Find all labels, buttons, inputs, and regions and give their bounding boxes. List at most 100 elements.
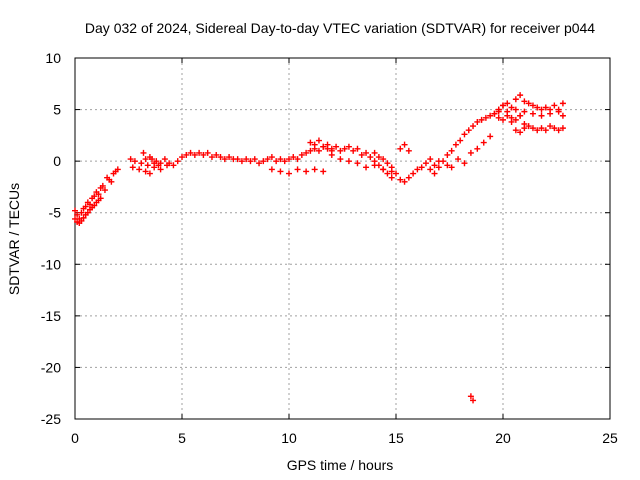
axis-tick-labels: 0 5 10 15 20 25 -25 -20 -15 -10 -5 0 5 10 <box>41 50 618 446</box>
data-point <box>226 154 233 161</box>
data-point <box>534 127 541 134</box>
data-point <box>142 156 149 163</box>
data-point <box>491 110 498 117</box>
data-point <box>474 145 481 152</box>
data-point <box>277 156 284 163</box>
data-point <box>555 108 562 115</box>
data-point <box>375 154 382 161</box>
data-point <box>179 154 185 161</box>
data-point <box>164 162 171 169</box>
y-axis-label: SDTVAR / TECUs <box>6 183 22 295</box>
data-point <box>461 131 468 138</box>
data-point <box>142 168 149 175</box>
data-point <box>170 162 177 169</box>
plot-frame <box>74 57 611 420</box>
data-point <box>448 147 455 154</box>
data-point <box>131 158 138 165</box>
data-point <box>512 96 519 103</box>
data-point <box>427 166 434 173</box>
data-point <box>286 170 292 177</box>
data-point <box>213 151 220 158</box>
data-point <box>367 154 374 161</box>
data-point <box>555 127 562 134</box>
data-point <box>140 149 147 156</box>
data-point <box>440 158 447 165</box>
x-axis-label: GPS time / hours <box>287 457 394 473</box>
data-point <box>465 127 472 134</box>
data-point <box>452 141 459 148</box>
data-point <box>384 170 391 177</box>
data-point <box>487 112 494 119</box>
data-point <box>542 127 549 134</box>
data-point <box>290 154 297 161</box>
data-point <box>328 151 335 158</box>
data-point <box>196 149 203 156</box>
data-point <box>521 125 528 132</box>
data-point <box>149 156 156 163</box>
data-point <box>268 154 275 161</box>
data-point <box>200 151 207 158</box>
data-point <box>508 114 515 121</box>
data-point <box>328 145 335 152</box>
data-point <box>401 178 408 185</box>
data-point <box>234 156 241 163</box>
data-point <box>307 139 314 146</box>
data-point <box>243 156 250 163</box>
data-point <box>384 160 391 167</box>
data-point <box>482 114 489 121</box>
data-point <box>538 125 545 132</box>
y-tick-label: 5 <box>53 102 61 118</box>
data-point <box>82 203 89 210</box>
data-point <box>435 164 442 171</box>
data-point <box>504 108 511 115</box>
data-point <box>311 141 318 148</box>
data-point <box>529 110 536 117</box>
data-point <box>393 170 399 177</box>
data-point <box>91 202 98 209</box>
data-point <box>512 116 519 123</box>
x-tick-label: 25 <box>602 430 618 446</box>
data-point <box>129 164 136 171</box>
data-point <box>461 160 468 167</box>
x-tick-label: 10 <box>281 430 297 446</box>
data-point <box>345 158 352 165</box>
data-point <box>517 129 524 136</box>
data-point <box>521 108 528 115</box>
data-point <box>350 147 357 154</box>
data-point <box>307 147 314 154</box>
data-point <box>138 160 145 167</box>
data-point <box>495 114 502 121</box>
data-point <box>157 160 164 167</box>
data-point <box>418 164 425 171</box>
data-point <box>208 154 215 161</box>
data-point <box>303 149 310 156</box>
data-point <box>324 141 331 148</box>
x-tick-label: 5 <box>178 430 186 446</box>
data-point <box>153 158 160 165</box>
data-point <box>504 100 511 107</box>
data-point <box>410 170 417 177</box>
data-point <box>268 166 275 173</box>
data-point <box>444 162 451 169</box>
y-tick-label: -15 <box>41 308 61 324</box>
data-point <box>414 166 421 173</box>
data-point <box>264 156 271 163</box>
data-point <box>311 166 318 173</box>
data-point <box>298 151 305 158</box>
data-point <box>74 211 81 218</box>
data-point <box>78 209 85 216</box>
data-point <box>238 158 245 165</box>
data-point <box>354 145 361 152</box>
data-point <box>286 156 292 163</box>
data-point <box>337 147 344 154</box>
data-point <box>397 176 404 183</box>
data-point <box>108 178 115 185</box>
data-point <box>380 166 387 173</box>
data-point <box>251 156 258 163</box>
data-point <box>467 393 474 400</box>
data-point <box>467 149 474 156</box>
data-point <box>358 151 365 158</box>
data-point <box>191 151 198 158</box>
y-tick-label: -20 <box>41 359 61 375</box>
data-point <box>277 168 284 175</box>
